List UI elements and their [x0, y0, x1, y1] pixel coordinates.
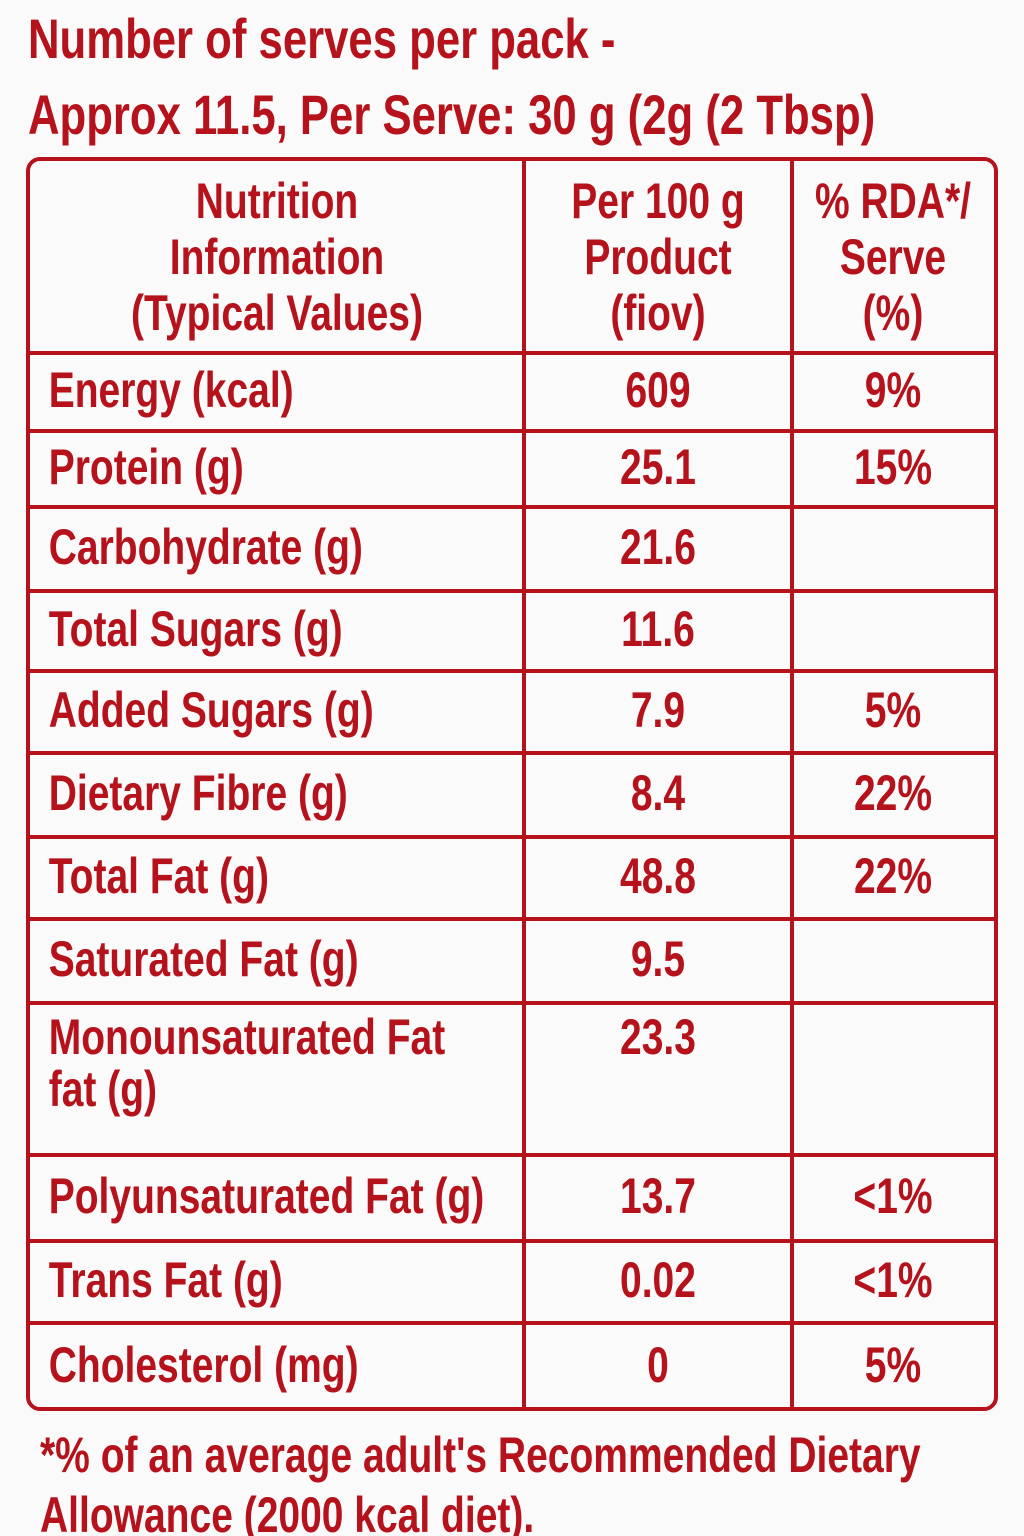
cell: 5% [792, 1323, 994, 1411]
cell: 0.02 [524, 1241, 792, 1323]
row-rule [30, 351, 994, 355]
cell-text: 22% [853, 765, 933, 821]
cell-text: % RDA*/ Serve (%) [814, 173, 972, 341]
cell-text: 609 [625, 362, 691, 418]
cell: 5% [792, 671, 994, 753]
cell-text: 21.6 [620, 519, 696, 575]
cell: 8.4 [524, 753, 792, 837]
nutrient-name: Monounsaturated Fat fat (g) [48, 1009, 446, 1117]
cell: 21.6 [524, 507, 792, 591]
cell-text: 11.6 [621, 601, 695, 657]
cell: 9.5 [524, 919, 792, 1003]
cell-text: 0 [647, 1337, 669, 1393]
row-rule [30, 835, 994, 839]
cell: 7.9 [524, 671, 792, 753]
cell-text: 23.3 [620, 1009, 696, 1065]
row-rule [30, 917, 994, 921]
footnote: *% of an average adult's Recommended Die… [40, 1427, 921, 1536]
cell-text: 25.1 [620, 439, 696, 495]
header-line: Approx 11.5, Per Serve: 30 g (2g (2 Tbsp… [28, 83, 876, 146]
nutrient-name: Polyunsaturated Fat (g) [48, 1168, 485, 1224]
nutrient-name: Protein (g) [48, 439, 244, 495]
cell-text: Nutrition Information (Typical Values) [131, 173, 423, 341]
row-rule [30, 1001, 994, 1005]
nutrient-name: Dietary Fibre (g) [48, 765, 348, 821]
cell: Protein (g) [30, 431, 524, 507]
cell: 13.7 [524, 1155, 792, 1241]
row-rule [30, 589, 994, 593]
cell-text: <1% [853, 1252, 933, 1308]
nutrient-name: Total Sugars (g) [48, 601, 343, 657]
cell-text: <1% [853, 1168, 933, 1224]
cell: Cholesterol (mg) [30, 1323, 524, 1411]
header-line: Number of serves per pack - [28, 7, 616, 70]
cell: Per 100 g Product (fiov) [524, 161, 792, 353]
cell: Added Sugars (g) [30, 671, 524, 753]
cell-text: 7.9 [630, 682, 686, 738]
cell: Carbohydrate (g) [30, 507, 524, 591]
cell: 15% [792, 431, 994, 507]
cell: 23.3 [524, 1003, 792, 1155]
cell-text: Per 100 g Product (fiov) [571, 173, 745, 341]
cell: 9% [792, 353, 994, 431]
nutrient-name: Total Fat (g) [48, 848, 269, 904]
cell-text: 22% [853, 848, 933, 904]
cell: Saturated Fat (g) [30, 919, 524, 1003]
cell-text: 9.5 [630, 931, 686, 987]
nutrient-name: Added Sugars (g) [48, 682, 374, 738]
cell: 22% [792, 837, 994, 919]
nutrient-name: Energy (kcal) [48, 362, 294, 418]
row-rule [30, 1153, 994, 1157]
cell: 11.6 [524, 591, 792, 671]
nutrient-name: Saturated Fat (g) [48, 931, 359, 987]
cell-text: 8.4 [630, 765, 686, 821]
cell-text: 5% [864, 682, 922, 738]
cell: Total Fat (g) [30, 837, 524, 919]
cell-text: 48.8 [620, 848, 696, 904]
cell: 609 [524, 353, 792, 431]
nutrient-name: Trans Fat (g) [48, 1252, 283, 1308]
row-rule [30, 1239, 994, 1243]
cell: Total Sugars (g) [30, 591, 524, 671]
cell: 48.8 [524, 837, 792, 919]
nutrient-name: Carbohydrate (g) [48, 519, 363, 575]
nutrition-table: Nutrition Information (Typical Values) Pe… [26, 157, 998, 1411]
cell: 0 [524, 1323, 792, 1411]
cell-text: 15% [853, 439, 933, 495]
column-rule [790, 161, 794, 1407]
cell-text: 0.02 [620, 1252, 696, 1308]
row-rule [30, 669, 994, 673]
cell-text: 13.7 [620, 1168, 696, 1224]
cell: Monounsaturated Fat fat (g) [30, 1003, 524, 1155]
cell-text: 5% [864, 1337, 922, 1393]
row-rule [30, 505, 994, 509]
cell: Energy (kcal) [30, 353, 524, 431]
cell: 22% [792, 753, 994, 837]
column-rule [522, 161, 526, 1407]
cell: Polyunsaturated Fat (g) [30, 1155, 524, 1241]
cell: Trans Fat (g) [30, 1241, 524, 1323]
cell: 25.1 [524, 431, 792, 507]
row-rule [30, 1321, 994, 1325]
row-rule [30, 751, 994, 755]
cell-text: 9% [864, 362, 922, 418]
nutrient-name: Cholesterol (mg) [48, 1337, 359, 1393]
cell: % RDA*/ Serve (%) [792, 161, 994, 353]
row-rule [30, 429, 994, 433]
cell: <1% [792, 1241, 994, 1323]
cell: <1% [792, 1155, 994, 1241]
cell: Dietary Fibre (g) [30, 753, 524, 837]
cell: Nutrition Information (Typical Values) [30, 161, 524, 353]
